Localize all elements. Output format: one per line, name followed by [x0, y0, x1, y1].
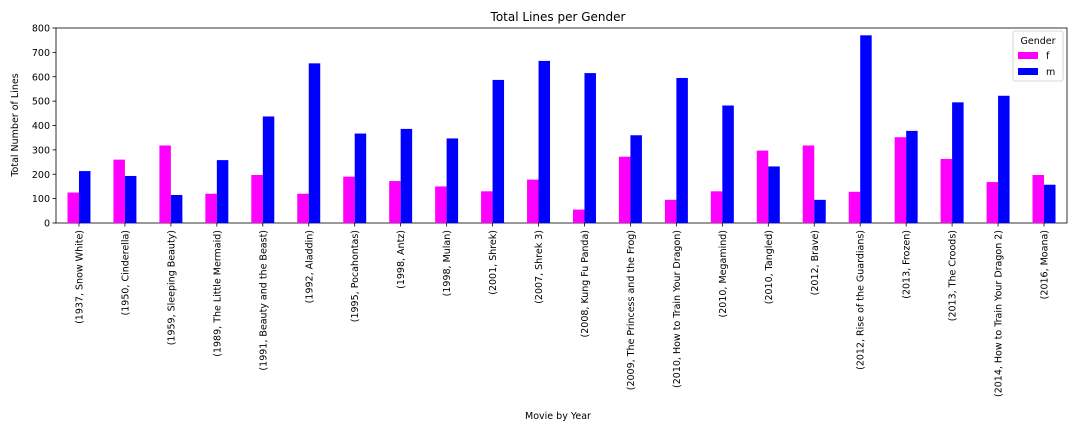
bar-f-5 [297, 193, 309, 223]
x-tick-label-13: (2010, How to Train Your Dragon) [672, 230, 683, 388]
bar-m-13 [676, 77, 688, 223]
bar-f-0 [67, 192, 79, 223]
bar-m-15 [768, 166, 780, 223]
x-tick-label-21: (2016, Moana) [1040, 230, 1051, 299]
bar-m-3 [216, 160, 229, 223]
bar-m-9 [492, 79, 505, 223]
x-tick-label-8: (1998, Mulan) [442, 230, 453, 296]
x-tick-label-2: (1959, Sleeping Beauty) [166, 230, 177, 345]
bar-m-7 [400, 128, 413, 223]
x-tick-label-3: (1989, The Little Mermaid) [212, 230, 223, 357]
x-tick-label-1: (1950, Cinderella) [120, 230, 131, 315]
x-tick-label-5: (1992, Aladdin) [304, 230, 315, 303]
bar-f-1 [113, 159, 125, 223]
x-tick-label-6: (1995, Pocahontas) [350, 230, 361, 322]
bar-f-15 [756, 150, 769, 223]
legend-swatch-m [1018, 68, 1038, 75]
bar-m-17 [860, 35, 872, 223]
bar-f-6 [343, 176, 355, 223]
x-axis: (1937, Snow White) (1950, Cinderella) (195… [74, 223, 1051, 397]
bar-f-13 [664, 199, 677, 223]
bar-f-8 [435, 186, 447, 223]
bar-f-18 [894, 137, 907, 223]
x-tick-label-14: (2010, Megamind) [718, 230, 729, 317]
bar-m-5 [308, 63, 321, 223]
bar-f-12 [618, 156, 631, 223]
bar-m-11 [584, 73, 596, 223]
bar-f-10 [527, 179, 539, 223]
y-tick-label-1: 100 [32, 194, 50, 205]
x-axis-label: Movie by Year [525, 411, 591, 422]
bar-m-8 [446, 138, 459, 223]
y-tick-label-3: 300 [32, 145, 50, 156]
bar-m-6 [354, 133, 367, 223]
bar-m-12 [630, 135, 642, 223]
bar-f-7 [389, 181, 401, 223]
legend-label-m: m [1046, 67, 1055, 78]
chart-title: Total Lines per Gender [490, 10, 626, 24]
bar-m-1 [124, 175, 137, 223]
bar-f-16 [802, 145, 815, 223]
bar-f-20 [986, 182, 999, 223]
x-tick-label-4: (1991, Beauty and the Beast) [258, 230, 269, 371]
x-tick-label-18: (2013, Frozen) [902, 230, 913, 299]
y-axis-label: Total Number of Lines [10, 73, 21, 177]
x-tick-label-11: (2008, Kung Fu Panda) [580, 230, 591, 337]
x-tick-label-16: (2012, Brave) [810, 230, 821, 295]
bar-m-0 [78, 171, 91, 223]
y-tick-label-0: 0 [44, 219, 50, 230]
bar-f-11 [572, 209, 585, 223]
bar-f-3 [205, 193, 217, 223]
x-tick-label-19: (2013, The Croods) [948, 230, 959, 321]
y-tick-label-8: 800 [32, 24, 50, 35]
x-tick-label-0: (1937, Snow White) [74, 230, 85, 324]
bars [67, 35, 1056, 223]
legend: Gender fm [1012, 30, 1064, 82]
y-tick-label-6: 600 [32, 72, 50, 83]
y-tick-label-4: 400 [32, 121, 50, 132]
x-tick-label-12: (2009, The Princess and the Frog) [626, 230, 637, 390]
x-tick-label-7: (1998, Antz) [396, 230, 407, 289]
bar-f-17 [848, 191, 861, 223]
legend-swatch-f [1018, 52, 1038, 59]
bar-m-4 [262, 116, 275, 223]
bar-m-20 [998, 95, 1010, 223]
x-tick-label-15: (2010, Tangled) [764, 230, 775, 304]
bar-m-21 [1044, 184, 1056, 223]
x-tick-label-10: (2007, Shrek 3) [534, 230, 545, 304]
bar-m-19 [952, 102, 964, 223]
bar-m-14 [722, 105, 734, 223]
y-tick-label-7: 700 [32, 48, 50, 59]
y-tick-label-5: 500 [32, 97, 50, 108]
y-axis: 0 100 200 300 400 500 600 700 800 [32, 24, 56, 230]
x-tick-label-20: (2014, How to Train Your Dragon 2) [994, 230, 1005, 397]
y-tick-label-2: 200 [32, 170, 50, 181]
bar-f-14 [710, 191, 723, 223]
bar-m-2 [170, 194, 183, 223]
bar-f-19 [940, 158, 953, 223]
x-tick-label-9: (2001, Shrek) [488, 230, 499, 295]
legend-title: Gender [1020, 36, 1055, 47]
legend-label-f: f [1046, 51, 1050, 62]
bar-m-10 [538, 60, 551, 223]
bar-f-9 [481, 191, 493, 223]
bar-f-21 [1032, 174, 1045, 223]
bar-m-18 [906, 130, 918, 223]
bar-f-2 [159, 145, 171, 223]
bar-f-4 [251, 174, 263, 223]
x-tick-label-17: (2012, Rise of the Guardians) [856, 230, 867, 370]
bar-m-16 [814, 199, 826, 223]
